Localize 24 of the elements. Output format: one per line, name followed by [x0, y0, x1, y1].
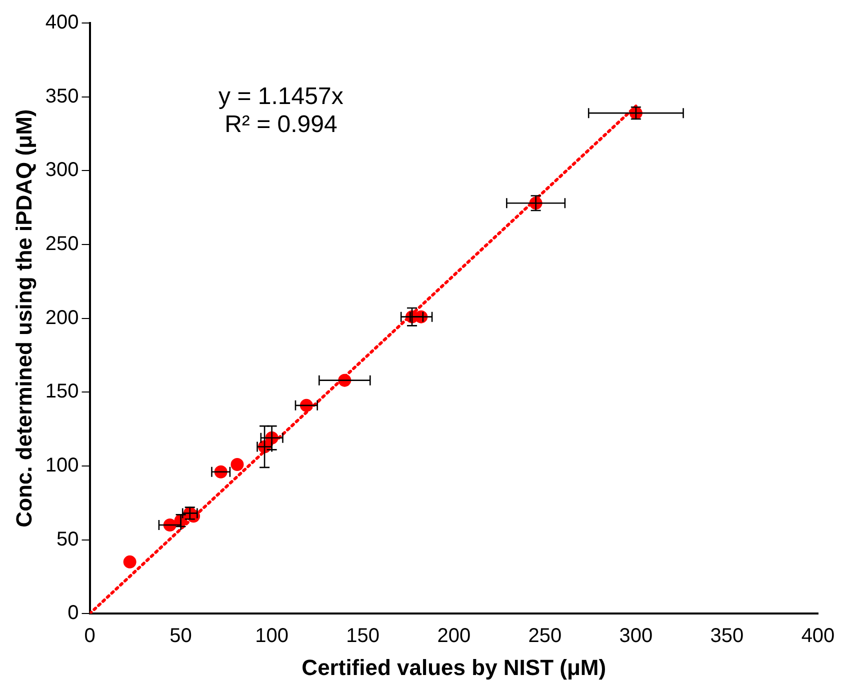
x-tick-label: 100	[255, 625, 289, 648]
point	[123, 555, 136, 568]
x-tick-label: 350	[710, 625, 744, 648]
x-tick-label: 0	[84, 625, 96, 648]
x-axis-title: Certified values by NIST (μM)	[302, 654, 606, 680]
x-tick-label: 50	[170, 625, 192, 648]
y-tick-label: 250	[45, 232, 79, 255]
x-tick-label: 300	[619, 625, 653, 648]
y-tick-label: 300	[45, 159, 79, 182]
y-axis-title: Conc. determined using the iPDAQ (μM)	[11, 109, 36, 528]
y-tick-label: 350	[45, 85, 79, 108]
annotation: y = 1.1457x	[218, 83, 344, 110]
x-tick-label: 200	[437, 625, 471, 648]
x-tick-label: 250	[528, 625, 562, 648]
annotation: R² = 0.994	[224, 111, 338, 138]
y-tick-label: 100	[45, 454, 79, 476]
x-tick-label: 150	[346, 625, 380, 648]
y-tick-label: 400	[45, 12, 79, 34]
point	[230, 458, 244, 471]
y-tick-label: 50	[56, 528, 79, 550]
y-tick-label: 200	[45, 306, 79, 329]
y-tick-label: 0	[68, 602, 79, 624]
y-tick-label: 150	[45, 380, 79, 403]
x-tick-label: 400	[801, 625, 835, 648]
